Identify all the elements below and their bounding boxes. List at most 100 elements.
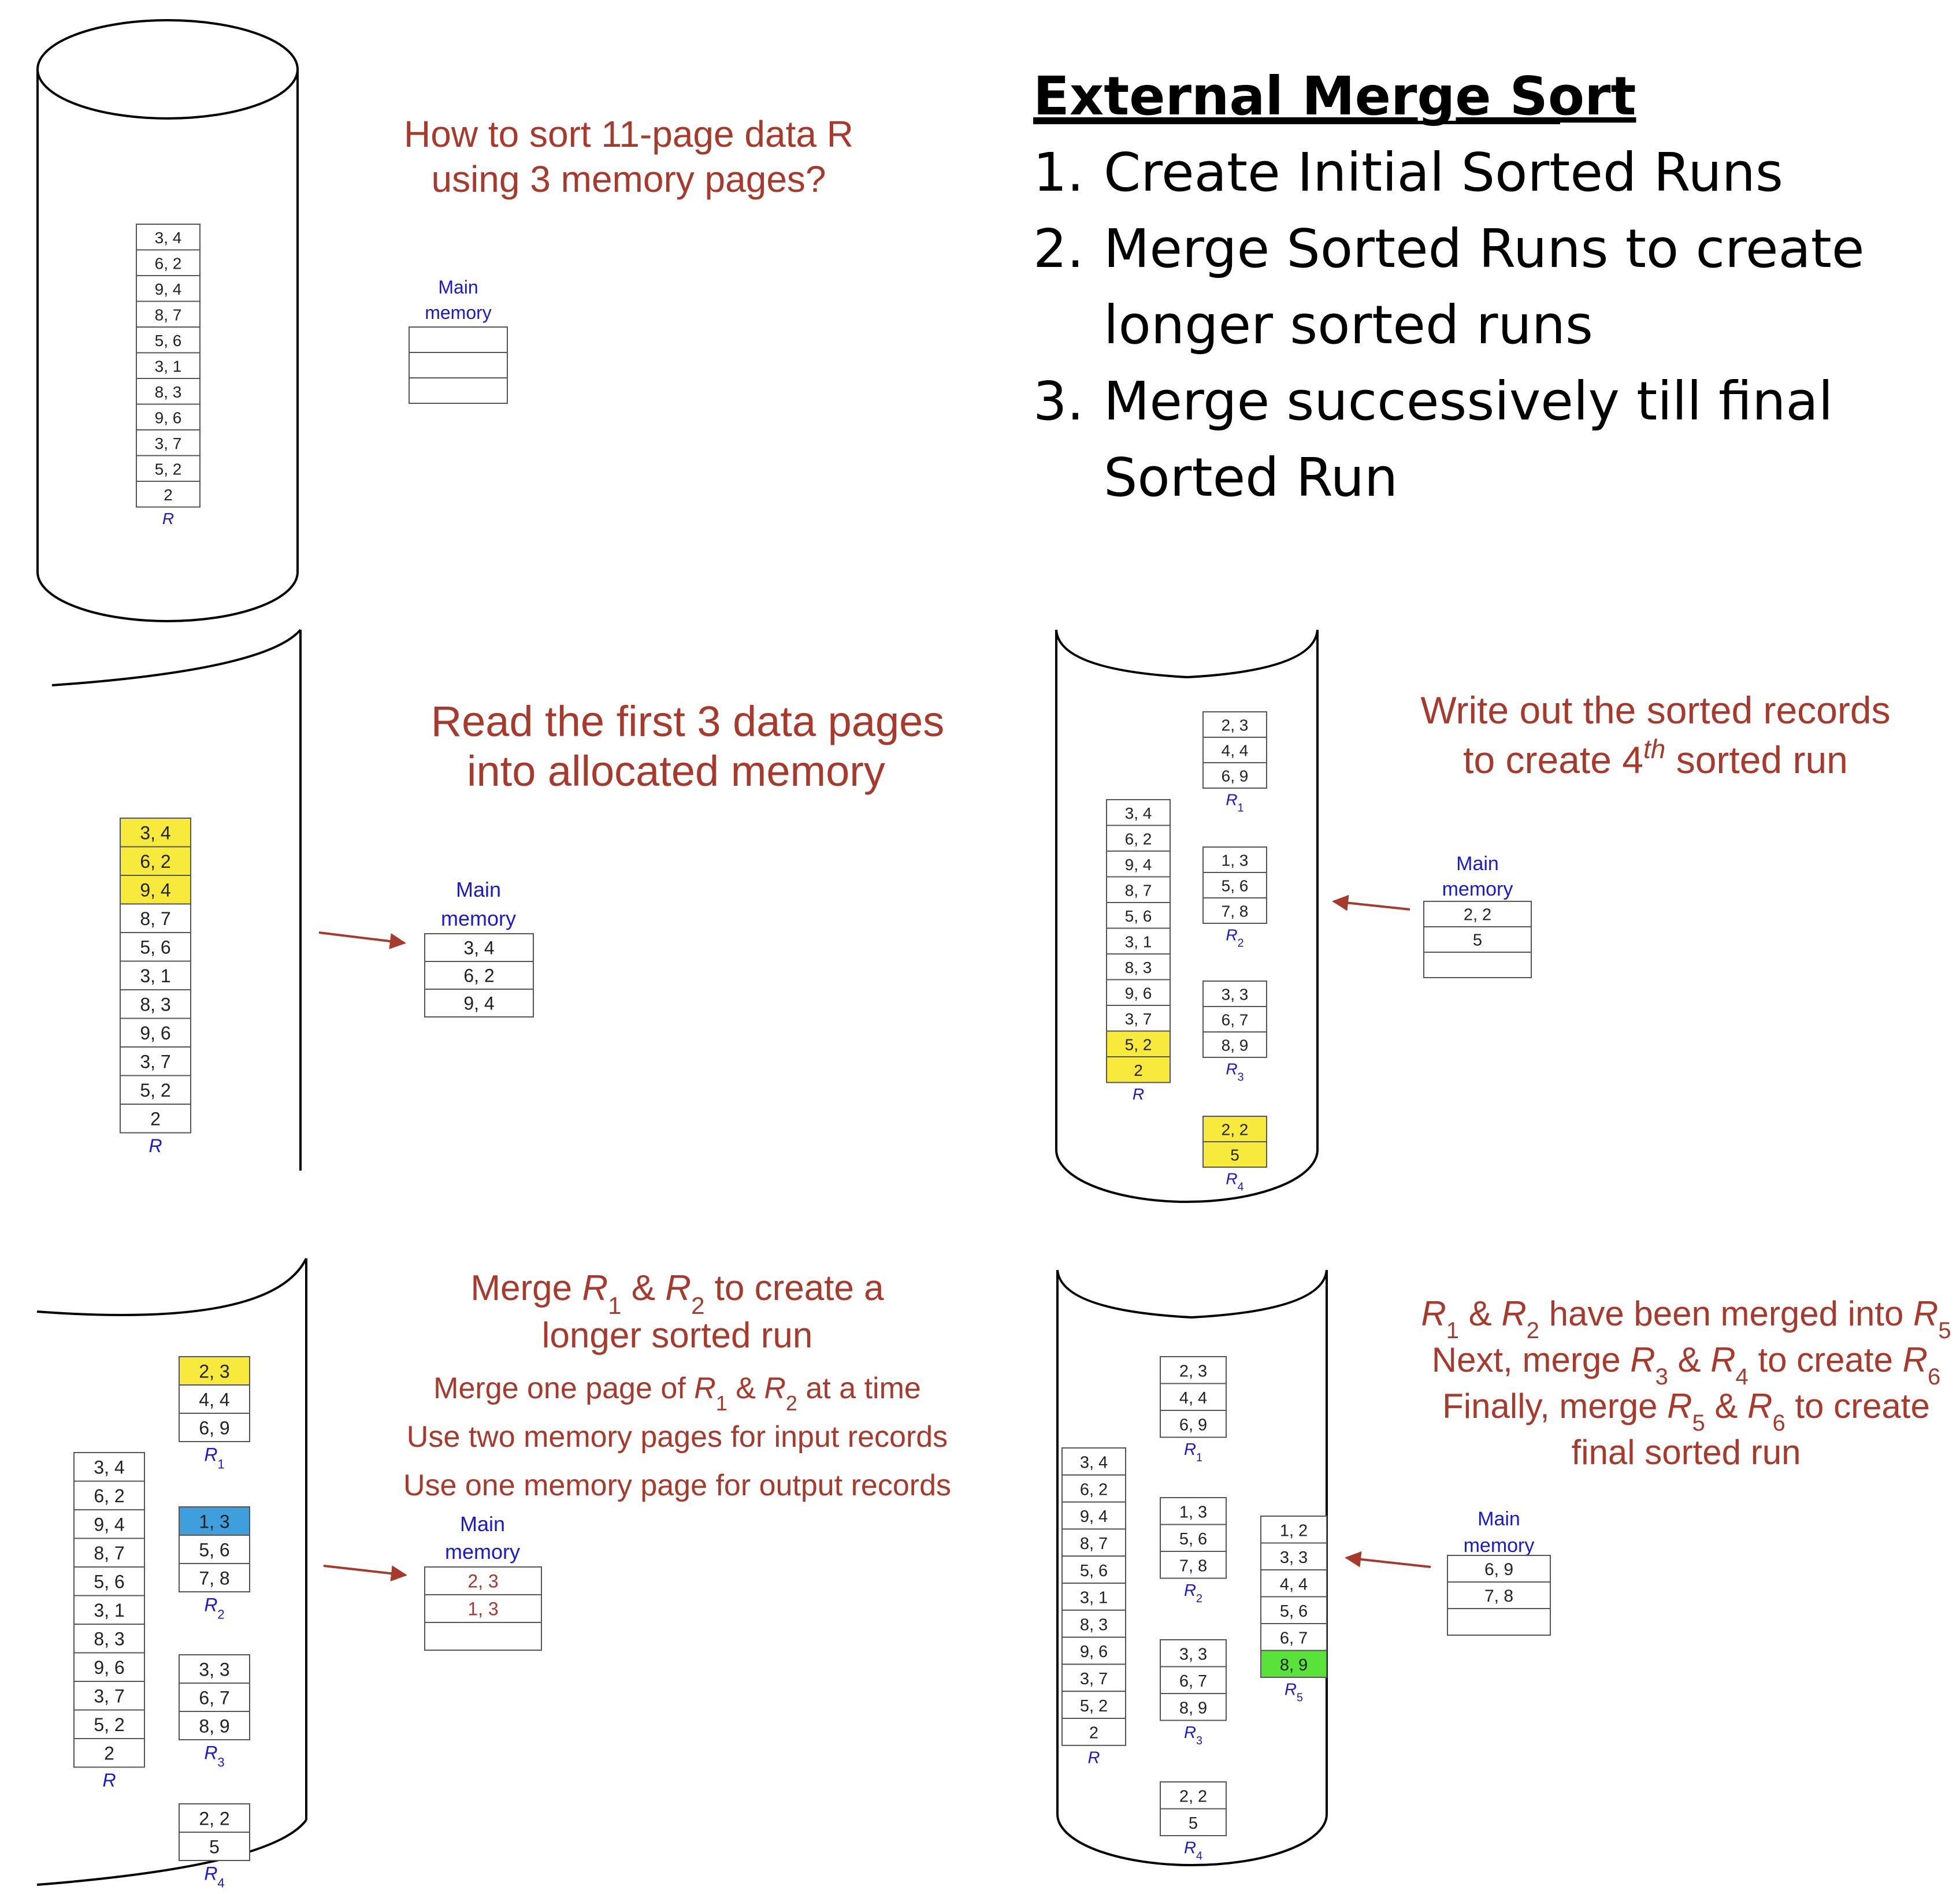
main-memory: Main memory 3, 4 6, 2 9, 4 — [424, 878, 534, 1017]
run-R3: 3, 3 6, 7 8, 9 R3 — [179, 1654, 250, 1769]
caption: How to sort 11-page data R using 3 memor… — [404, 113, 853, 200]
relation-R: 3, 4 6, 2 9, 4 8, 7 5, 6 3, 1 8, 3 9, 6 3, 7 5, 2… — [1061, 1447, 1126, 1767]
page-value: 7, 8 — [1484, 1587, 1513, 1606]
page-cell — [179, 1832, 250, 1861]
page-cell — [179, 1506, 250, 1536]
page-value: 8, 3 — [140, 994, 170, 1015]
caption: Read the first 3 data pages into allocat… — [431, 697, 945, 795]
caption-line: R1 & R2 have been merged into R5 — [1421, 1294, 1951, 1343]
page-cell — [73, 1566, 145, 1596]
step-2-text-line2: longer sorted runs — [1104, 294, 1593, 356]
page-cell — [1202, 762, 1267, 789]
page-value: 9, 6 — [1080, 1643, 1108, 1661]
run-label: R3 — [1226, 1060, 1243, 1083]
page-cell — [1061, 1501, 1126, 1530]
run-R2: 1, 3 5, 6 7, 8 R2 — [1202, 846, 1267, 949]
page-value: 9, 4 — [1080, 1507, 1108, 1526]
page-title: External Merge Sort — [1033, 65, 1636, 127]
page-value: 3, 4 — [155, 229, 182, 247]
run-label: R5 — [1285, 1680, 1303, 1704]
run-label: R1 — [1184, 1440, 1202, 1464]
page-value: 3, 7 — [1125, 1010, 1152, 1028]
page-cell — [1106, 902, 1171, 929]
run-label: R1 — [204, 1444, 224, 1472]
panel-4: 3, 4 6, 2 9, 4 8, 7 5, 6 3, 1 8, 3 9, 6 3, 7 5, 2… — [36, 1258, 951, 1890]
page-cell — [424, 933, 534, 962]
page-cell — [1061, 1474, 1126, 1503]
page-value: 2 — [1089, 1724, 1098, 1743]
main-memory: Main memory — [409, 277, 508, 404]
page-cell — [120, 1017, 191, 1048]
main-memory: Main memory 2, 3 1, 3 — [424, 1512, 542, 1651]
page-value: 3, 4 — [140, 823, 170, 844]
page-cell — [424, 961, 534, 990]
page-cell — [120, 1104, 191, 1134]
page-value: 3, 7 — [94, 1686, 124, 1707]
page-value: 6, 9 — [199, 1417, 229, 1438]
page-cell — [136, 326, 201, 354]
disk-cylinder — [51, 629, 302, 1171]
disk-cylinder — [36, 19, 299, 622]
page-cell — [1202, 1006, 1267, 1033]
run-R4: 2, 2 5 R4 — [179, 1803, 250, 1890]
caption: R1 & R2 have been merged into R5 Next, m… — [1421, 1294, 1951, 1472]
page-value: 5, 6 — [1125, 907, 1152, 925]
page-value: 1, 3 — [467, 1599, 498, 1620]
caption-line: Write out the sorted records — [1420, 689, 1890, 731]
page-value: 6, 2 — [94, 1486, 124, 1506]
page-value: 2 — [104, 1743, 114, 1764]
page-value: 6, 2 — [1125, 830, 1152, 848]
page-value: 5, 6 — [94, 1572, 124, 1592]
caption-line: longer sorted run — [542, 1316, 813, 1355]
caption-line: to create 4th sorted run — [1463, 734, 1848, 781]
step-3-text-line1: Merge successively till final — [1104, 370, 1833, 432]
run-label: R2 — [1226, 926, 1243, 949]
page-value: 6, 2 — [140, 851, 170, 872]
page-value: 3, 4 — [463, 938, 494, 959]
panel-2: 3, 4 6, 2 9, 4 8, 7 5, 6 3, 1 8, 3 9, 6 3, 7 5, 2… — [51, 629, 945, 1171]
run-R5: 1, 2 3, 3 4, 4 5, 6 6, 7 8, 9 R5 — [1260, 1516, 1327, 1704]
page-cell — [1106, 799, 1171, 826]
page-cell — [1160, 1781, 1227, 1810]
memory-label: memory — [1464, 1535, 1535, 1557]
page-value: 5, 2 — [155, 460, 182, 478]
page-value: 3, 1 — [94, 1600, 124, 1621]
run-label: R2 — [1184, 1581, 1202, 1605]
page-value: 9, 4 — [1125, 856, 1152, 874]
page-cell — [73, 1652, 145, 1682]
run-label: R — [1133, 1085, 1144, 1103]
page-value: 8, 7 — [1125, 881, 1152, 899]
page-cell — [136, 378, 201, 405]
page-cell — [120, 846, 191, 876]
arrow — [323, 1565, 407, 1582]
run-R4: 2, 2 5 R4 — [1202, 1116, 1267, 1193]
page-value: 2 — [1134, 1061, 1143, 1079]
page-value: 5 — [1473, 931, 1482, 950]
page-cell — [136, 224, 201, 251]
relation-R: 3, 4 6, 2 9, 4 8, 7 5, 6 3, 1 8, 3 9, 6 3, 7 5, 2… — [73, 1452, 145, 1791]
page-cell — [136, 300, 201, 328]
page-cell — [409, 377, 508, 404]
page-cell — [409, 352, 508, 378]
memory-label: memory — [1442, 878, 1513, 900]
run-R1: 2, 3 4, 4 6, 9 R1 — [1160, 1356, 1227, 1464]
page-cell — [409, 326, 508, 353]
run-label: R — [162, 510, 174, 528]
caption: Merge R1 & R2 to create a longer sorted … — [403, 1268, 951, 1502]
page-cell — [73, 1452, 145, 1482]
arrow — [1345, 1551, 1431, 1568]
panel-1: 3, 4 6, 2 9, 4 8, 7 5, 6 3, 1 8, 3 9, 6 3, 7 5, 2… — [36, 19, 853, 622]
step-2-number: 2. — [1033, 218, 1084, 280]
page-value: 6, 7 — [1280, 1629, 1308, 1647]
page-cell — [73, 1709, 145, 1739]
run-R2: 1, 3 5, 6 7, 8 R2 — [1160, 1497, 1227, 1605]
page-cell — [1160, 1666, 1227, 1694]
page-value: 3, 3 — [1179, 1645, 1207, 1663]
page-value: 8, 7 — [1080, 1535, 1108, 1553]
page-value: 9, 4 — [140, 880, 170, 901]
page-value: 5, 6 — [155, 332, 182, 350]
page-cell — [120, 903, 191, 933]
run-label: R4 — [1226, 1169, 1243, 1193]
page-cell — [179, 1413, 250, 1442]
page-cell — [179, 1711, 250, 1740]
